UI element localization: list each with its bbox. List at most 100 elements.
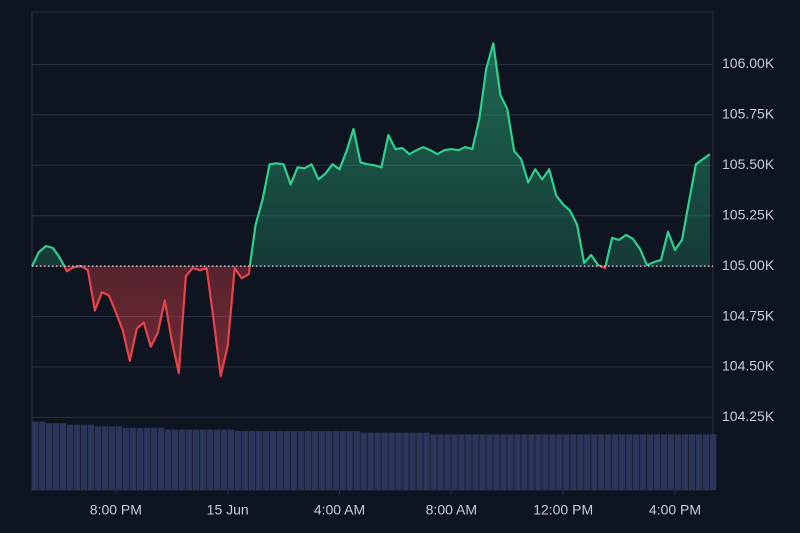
volume-bar	[262, 431, 270, 490]
volume-bar	[367, 432, 374, 490]
volume-bar	[276, 431, 284, 490]
volume-bar	[157, 427, 165, 490]
volume-bar	[73, 424, 81, 490]
volume-bar	[87, 424, 95, 490]
volume-bar	[507, 434, 514, 490]
y-tick-label: 105.00K	[722, 257, 775, 273]
volume-bar	[626, 434, 633, 490]
volume-bar	[695, 434, 703, 490]
volume-bar	[136, 427, 144, 490]
volume-bar	[304, 431, 311, 490]
volume-bar	[94, 426, 102, 490]
volume-bar	[32, 421, 39, 490]
volume-bar	[150, 427, 158, 490]
volume-bar	[227, 429, 235, 490]
x-tick-label: 8:00 AM	[426, 502, 477, 518]
volume-bar	[681, 434, 689, 490]
volume-bar	[101, 426, 109, 490]
volume-bar	[346, 431, 353, 490]
volume-bar	[709, 434, 717, 490]
volume-bar	[521, 434, 528, 490]
volume-bar	[640, 434, 647, 490]
volume-bar	[661, 434, 668, 490]
volume-bar	[269, 431, 277, 490]
volume-bar	[472, 434, 479, 490]
volume-bar	[486, 434, 493, 490]
volume-bar	[325, 431, 332, 490]
volume-bar	[360, 432, 367, 490]
volume-bar	[395, 432, 402, 490]
volume-bar	[255, 431, 263, 490]
x-tick-label: 4:00 AM	[314, 502, 365, 518]
volume-bar	[388, 432, 395, 490]
volume-bar	[339, 431, 346, 490]
volume-bar	[129, 427, 137, 490]
volume-bar	[577, 434, 584, 490]
volume-bar	[563, 434, 570, 490]
volume-bar	[143, 427, 151, 490]
volume-bar	[528, 434, 535, 490]
volume-bar	[702, 434, 710, 490]
area-below	[32, 266, 710, 376]
volume-bar	[493, 434, 500, 490]
volume-bar	[199, 429, 207, 490]
volume-bar	[171, 429, 179, 490]
volume-bar	[213, 429, 221, 490]
volume-bar	[220, 429, 228, 490]
volume-bar	[332, 431, 339, 490]
volume-bar	[38, 421, 46, 490]
volume-bar	[612, 434, 619, 490]
volume-bar	[591, 434, 598, 490]
price-line-below	[32, 266, 648, 378]
volume-bar	[115, 426, 123, 490]
volume-bar	[59, 423, 67, 490]
volume-bar	[122, 427, 130, 490]
y-tick-label: 104.25K	[722, 408, 775, 424]
x-tick-label: 12:00 PM	[533, 502, 593, 518]
volume-bar	[549, 434, 556, 490]
volume-bar	[535, 434, 542, 490]
volume-bar	[192, 429, 200, 490]
y-tick-label: 105.25K	[722, 206, 775, 222]
x-tick-label: 8:00 PM	[90, 502, 142, 518]
volume-bar	[556, 434, 563, 490]
volume-bar	[465, 434, 472, 490]
volume-bar	[248, 431, 256, 490]
volume-bar	[290, 431, 297, 490]
volume-bar	[402, 432, 409, 490]
volume-bar	[185, 429, 193, 490]
volume-bar	[206, 429, 214, 490]
volume-bar	[647, 434, 654, 490]
volume-bar	[164, 429, 172, 490]
volume-bar	[479, 434, 486, 490]
volume-bar	[633, 434, 640, 490]
y-tick-label: 104.75K	[722, 307, 775, 323]
volume-bar	[241, 431, 249, 490]
volume-bar	[500, 434, 507, 490]
volume-bar	[542, 434, 549, 490]
y-tick-label: 105.50K	[722, 156, 775, 172]
volume-bar	[444, 434, 451, 490]
x-tick-label: 15 Jun	[207, 502, 249, 518]
volume-bar	[598, 434, 605, 490]
volume-bar	[458, 434, 465, 490]
volume-bar	[381, 432, 388, 490]
volume-bar	[667, 434, 675, 490]
volume-bar	[283, 431, 290, 490]
volume-bar	[619, 434, 626, 490]
volume-bar	[570, 434, 577, 490]
volume-bar	[605, 434, 612, 490]
y-tick-label: 105.75K	[722, 106, 775, 122]
volume-bar	[108, 426, 116, 490]
volume-bar	[654, 434, 661, 490]
volume-bar	[416, 432, 423, 490]
volume-bar	[297, 431, 304, 490]
volume-bar	[688, 434, 696, 490]
y-tick-label: 106.00K	[722, 55, 775, 71]
volume-bar	[584, 434, 591, 490]
volume-bar	[374, 432, 381, 490]
volume-bar	[80, 424, 88, 490]
volume-bar	[437, 434, 444, 490]
volume-bar	[423, 432, 430, 490]
